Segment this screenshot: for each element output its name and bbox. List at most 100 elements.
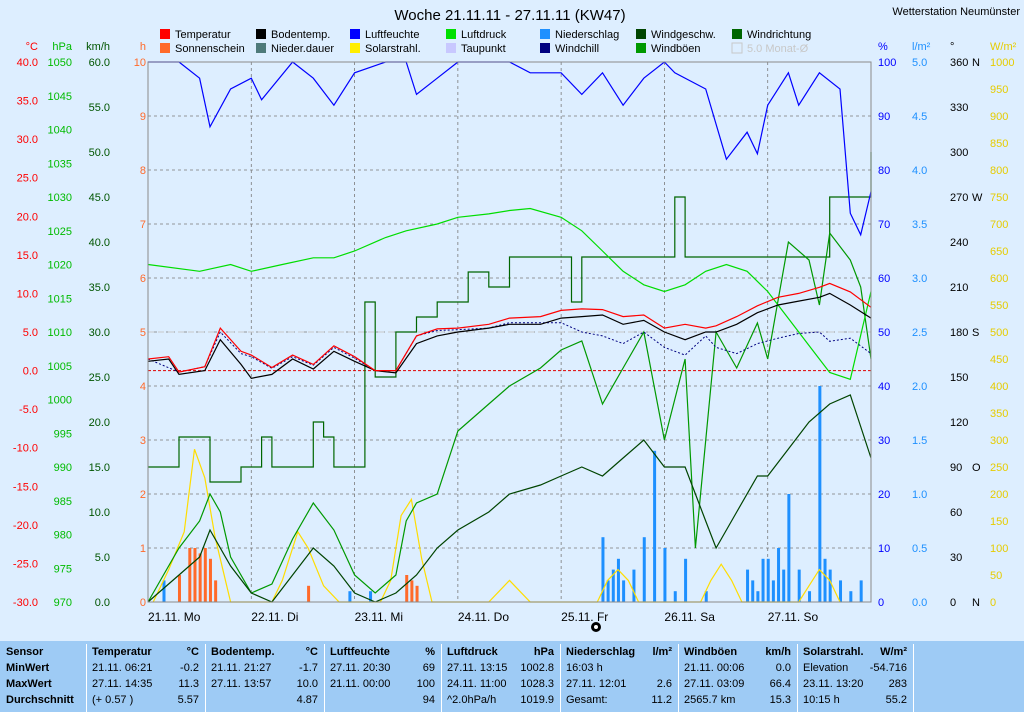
windboeen-row-0: 21.11. 00:06 0.0 <box>684 660 795 676</box>
bodentemp-row-value: 10.0 <box>296 678 318 690</box>
windboeen-row-label: 2565.7 km <box>684 694 736 706</box>
legend-swatch <box>636 29 646 39</box>
windboeen-header-unit: km/h <box>765 646 791 658</box>
niederschlag-row-0: 16:03 h <box>566 660 676 676</box>
plot-frame <box>147 61 872 603</box>
tick-label-wind: 55.0 <box>89 102 110 114</box>
temperatur-row-label: 21.11. 06:21 <box>92 662 153 674</box>
tick-label-wind: 20.0 <box>89 417 110 429</box>
bodentemp-header-unit: °C <box>305 646 318 658</box>
bar-niederschlag <box>771 580 775 602</box>
col-sensor: Sensor MinWert MaxWert Durchschnitt <box>6 644 86 712</box>
legend-swatch <box>446 43 456 53</box>
luftdruck-row-label: ^2.0hPa/h <box>447 694 497 706</box>
tick-label-solar: 400 <box>990 381 1008 393</box>
legend: Temperatur Sonnenschein Bodentemp. Nieder.d… <box>160 29 811 55</box>
tick-label-humidity: 50 <box>878 327 890 339</box>
temperatur-row-value: -0.2 <box>180 662 199 674</box>
niederschlag-row-label: 27.11. 12:01 <box>566 678 627 690</box>
tick-label-wind: 15.0 <box>89 462 110 474</box>
tick-label-temp: -25.0 <box>13 558 38 570</box>
bar-niederschlag <box>818 386 822 602</box>
windboeen-row-value: 66.4 <box>769 678 791 690</box>
tick-label-hours: 8 <box>140 165 146 177</box>
col-niederschlag: Niederschlag l/m² 16:03 h 27.11. 12:01 2.6 Ge… <box>566 644 676 712</box>
bar-niederschlag <box>606 580 610 602</box>
luftfeuchte-row-value: 100 <box>416 678 435 690</box>
separator <box>324 644 325 712</box>
tick-label-pressure: 970 <box>54 597 72 609</box>
bar-sonnenschein <box>203 548 207 602</box>
tick-label-pressure: 1040 <box>48 125 72 137</box>
luftdruck-row-value: 1019.9 <box>520 694 554 706</box>
legend-label: Temperatur <box>175 29 231 41</box>
series-line-bodentemp- <box>147 292 872 379</box>
luftdruck-header-unit: hPa <box>533 646 554 658</box>
tick-label-humidity: 30 <box>878 435 890 447</box>
bar-sonnenschein <box>307 585 311 602</box>
tick-label-hours: 1 <box>140 543 146 555</box>
bar-sonnenschein <box>214 580 218 602</box>
bar-niederschlag <box>616 558 620 602</box>
bodentemp-row-value: 4.87 <box>296 694 318 706</box>
luftfeuchte-row-value: 69 <box>422 662 435 674</box>
tick-label-pressure: 980 <box>54 530 72 542</box>
luftfeuchte-row-2: 94 <box>330 692 439 708</box>
luftdruck-row-value: 1002.8 <box>520 662 554 674</box>
solar-row-value: 55.2 <box>885 694 907 706</box>
col-bodentemp: Bodentemp. °C 21.11. 21:27 -1.7 27.11. 13:57… <box>211 644 322 712</box>
luftdruck-row-1: 24.11. 11:00 1028.3 <box>447 676 558 692</box>
bodentemp-row-label: 27.11. 13:57 <box>211 678 272 690</box>
tick-label-hours: 6 <box>140 273 146 285</box>
separator <box>678 644 679 712</box>
luftfeuchte-header-label: Luftfeuchte <box>330 646 390 658</box>
tick-label-pressure: 1025 <box>48 226 72 238</box>
tick-label-wind: 30.0 <box>89 327 110 339</box>
tick-label-pressure: 1050 <box>48 57 72 69</box>
tick-label-rain: 4.0 <box>912 165 927 177</box>
tick-label-wind: 60.0 <box>89 57 110 69</box>
windboeen-header: Windböen km/h <box>684 644 795 660</box>
tick-label-direction: 0 <box>950 597 956 609</box>
windboeen-header-label: Windböen <box>684 646 738 658</box>
tick-label-temp: 10.0 <box>17 288 38 300</box>
day-label: 24.11. Do <box>458 610 509 624</box>
separator <box>797 644 798 712</box>
day-label: 21.11. Mo <box>148 610 201 624</box>
legend-label: Taupunkt <box>461 43 506 55</box>
axis-unit-wind: km/h <box>86 41 110 53</box>
tick-label-temp: -15.0 <box>13 481 38 493</box>
bodentemp-header: Bodentemp. °C <box>211 644 322 660</box>
tick-label-rain: 3.5 <box>912 219 927 231</box>
solar-row-1: 23.11. 13:20 283 <box>803 676 911 692</box>
col-luftdruck: Luftdruck hPa 27.11. 13:15 1002.8 24.11. 11:… <box>447 644 558 712</box>
legend-swatch <box>350 43 360 53</box>
tick-label-direction: 180 <box>950 327 968 339</box>
tick-label-wind: 10.0 <box>89 507 110 519</box>
tick-label-rain: 2.5 <box>912 327 927 339</box>
luftfeuchte-row-0: 27.11. 20:30 69 <box>330 660 439 676</box>
niederschlag-row-2: Gesamt: 11.2 <box>566 692 676 708</box>
tick-label-direction: 330 <box>950 102 968 114</box>
tick-label-solar: 500 <box>990 327 1008 339</box>
legend-swatch <box>256 43 266 53</box>
tick-label-pressure: 995 <box>54 428 72 440</box>
legend-label: Solarstrahl. <box>365 43 421 55</box>
tick-label-wind: 0.0 <box>95 597 110 609</box>
col-temperatur: Temperatur °C 21.11. 06:21 -0.2 27.11. 14:35… <box>92 644 203 712</box>
tick-label-solar: 950 <box>990 84 1008 96</box>
temperatur-row-0: 21.11. 06:21 -0.2 <box>92 660 203 676</box>
windboeen-row-value: 0.0 <box>775 662 791 674</box>
luftfeuchte-row-label: 27.11. 20:30 <box>330 662 391 674</box>
tick-label-humidity: 60 <box>878 273 890 285</box>
bar-sonnenschein <box>405 575 409 602</box>
row-label-min: MinWert <box>6 662 50 674</box>
tick-label-wind: 45.0 <box>89 192 110 204</box>
legend-label: Windgeschw. <box>651 29 716 41</box>
temperatur-row-label: 27.11. 14:35 <box>92 678 153 690</box>
station-name: Wetterstation Neumünster <box>892 6 1020 18</box>
day-label: 23.11. Mi <box>355 610 403 624</box>
tick-label-pressure: 985 <box>54 496 72 508</box>
niederschlag-row-1: 27.11. 12:01 2.6 <box>566 676 676 692</box>
bar-sonnenschein <box>410 580 414 602</box>
